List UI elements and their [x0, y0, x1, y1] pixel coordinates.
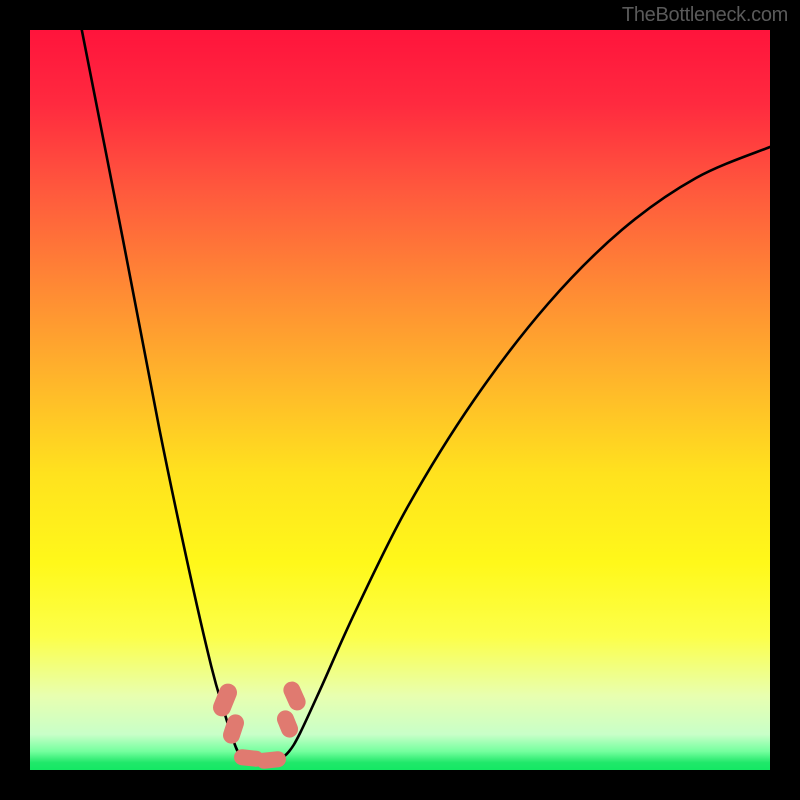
valley-markers	[30, 30, 770, 770]
valley-marker	[221, 712, 246, 746]
valley-marker	[280, 679, 308, 713]
valley-marker	[274, 708, 300, 740]
plot-area	[30, 30, 770, 770]
valley-marker	[255, 750, 287, 769]
watermark-text: TheBottleneck.com	[622, 4, 788, 27]
